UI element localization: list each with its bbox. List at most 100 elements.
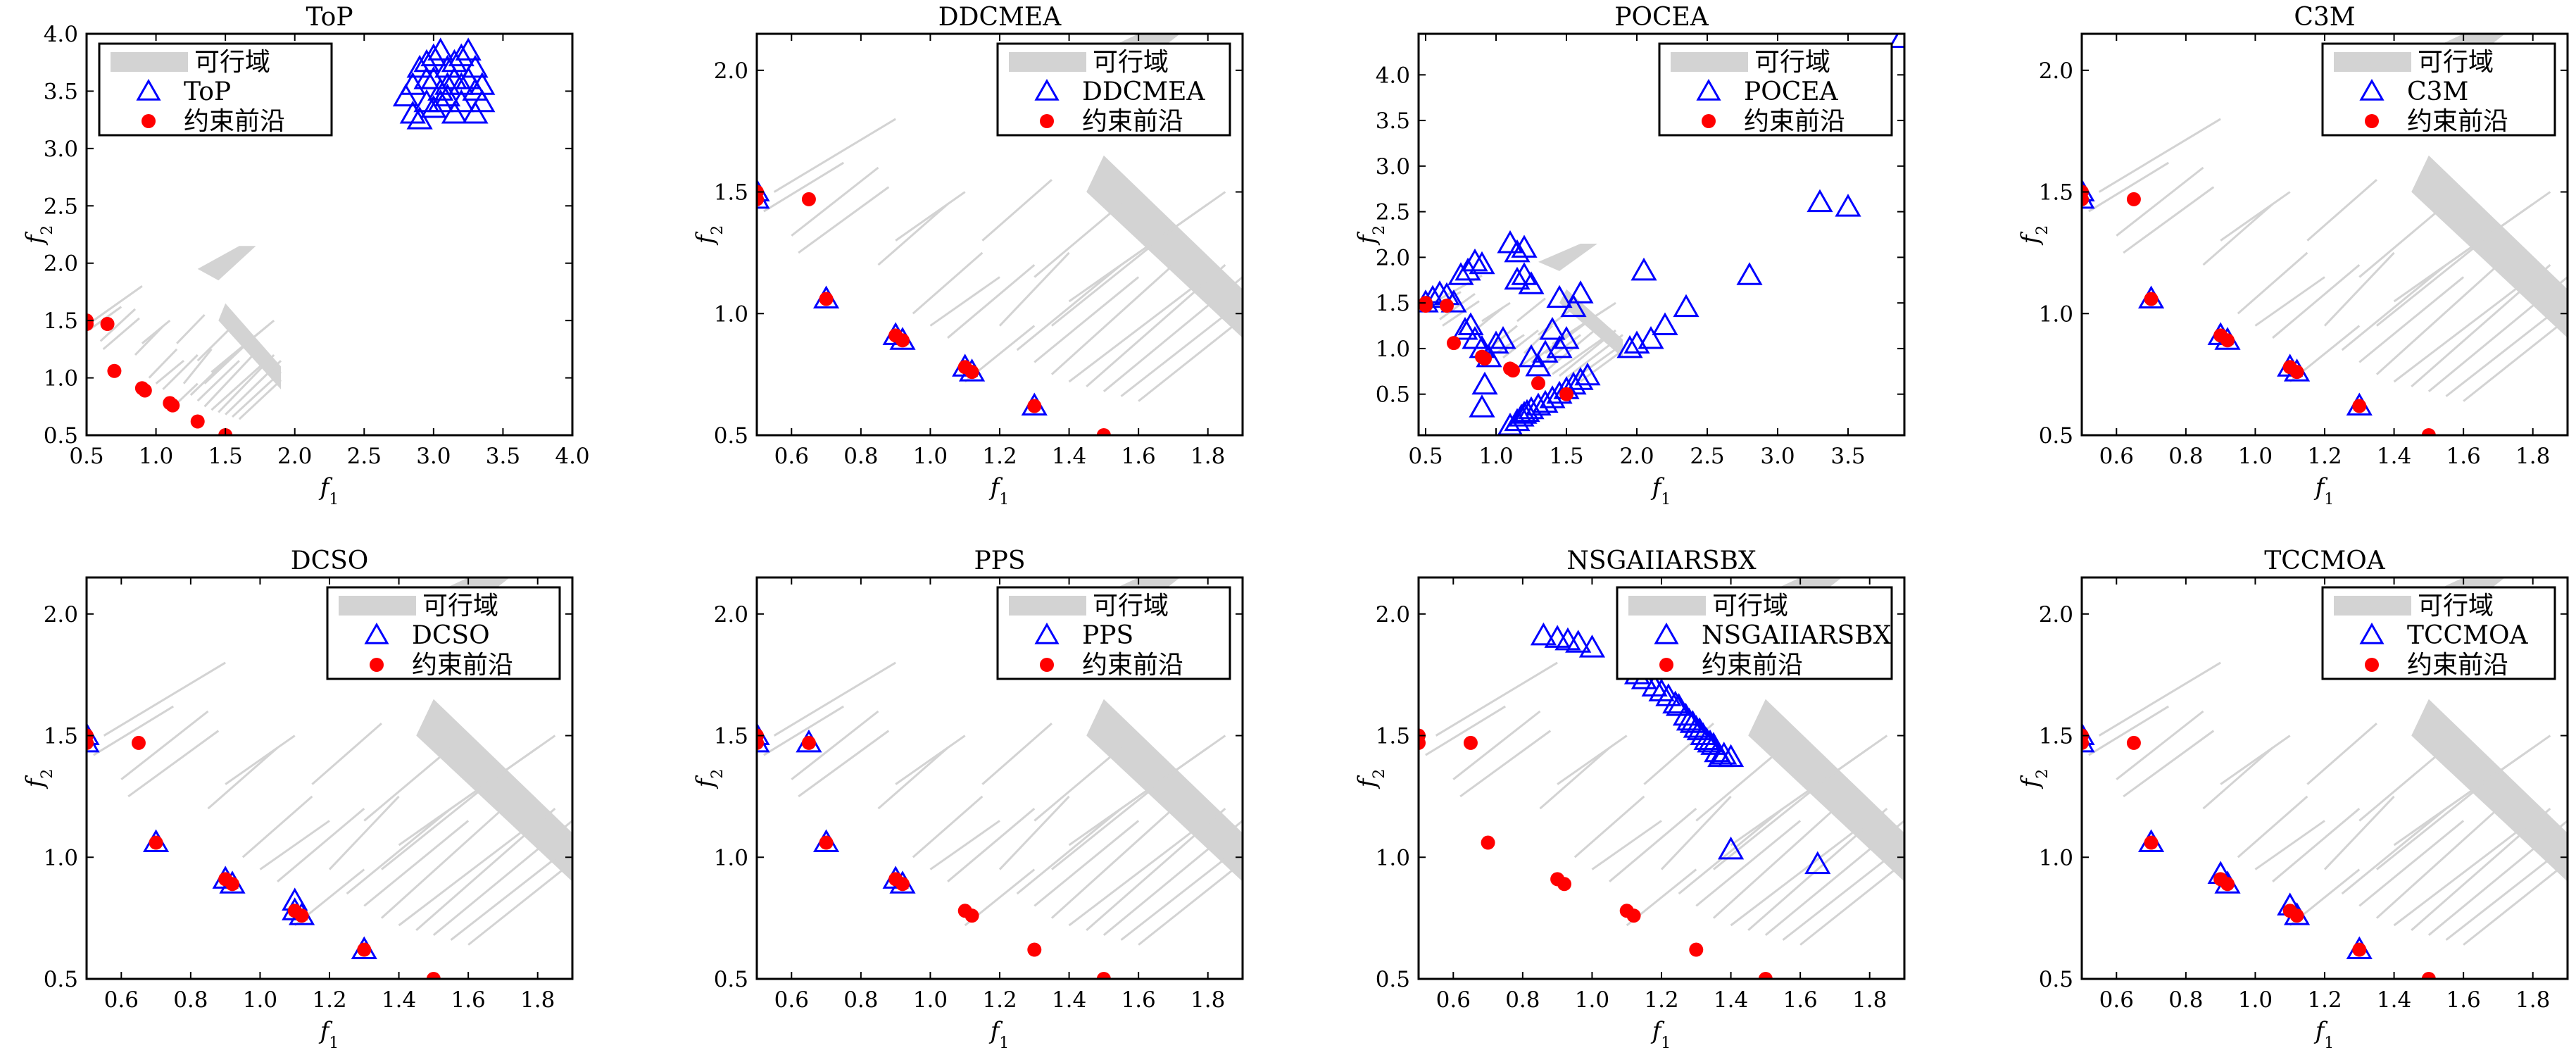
legend-swatch-dot bbox=[1702, 114, 1716, 128]
y-tick-label: 0.5 bbox=[1376, 967, 1410, 992]
feasible-stripe bbox=[141, 319, 171, 344]
feasible-stripe bbox=[346, 808, 452, 895]
y-tick-label: 1.5 bbox=[714, 180, 748, 206]
feasible-stripe bbox=[1559, 329, 1616, 377]
data-point-dot bbox=[2421, 428, 2436, 435]
y-axis-label: f2 bbox=[2016, 225, 2052, 246]
legend-swatch-feasible bbox=[1671, 52, 1748, 72]
y-tick-label: 2.0 bbox=[1376, 245, 1410, 270]
feasible-stripe bbox=[1712, 808, 1836, 919]
data-point-dot bbox=[190, 414, 205, 429]
feasible-stripe bbox=[1425, 705, 1506, 756]
feasible-stripe bbox=[947, 264, 1036, 339]
feasible-stripe bbox=[2272, 808, 2361, 882]
y-tick-label: 2.0 bbox=[714, 602, 748, 627]
x-tick-label: 1.6 bbox=[2446, 444, 2480, 469]
feasible-stripe bbox=[380, 808, 504, 919]
front-points bbox=[1419, 296, 1573, 401]
x-tick-label: 1.0 bbox=[139, 444, 173, 469]
legend-swatch-feasible bbox=[1009, 596, 1086, 616]
data-point-dot bbox=[149, 835, 163, 850]
legend-entry-algorithm: DCSO bbox=[412, 621, 490, 650]
legend-swatch-dot bbox=[2365, 114, 2379, 128]
feasible-stripe bbox=[450, 844, 572, 941]
legend-entry-algorithm: TCCMOA bbox=[2407, 621, 2528, 650]
x-axis-label: f1 bbox=[2313, 473, 2335, 508]
x-tick-label: 0.8 bbox=[2168, 987, 2203, 1013]
legend-entry-feasible: 可行域 bbox=[1093, 48, 1169, 77]
front-points bbox=[757, 728, 1111, 979]
y-tick-label: 3.5 bbox=[1376, 108, 1410, 134]
data-point-dot bbox=[1559, 387, 1573, 401]
feasible-stripe bbox=[1643, 723, 1714, 785]
feasible-stripe bbox=[1764, 820, 1904, 936]
y-axis-label: f2 bbox=[21, 769, 56, 790]
data-point-triangle bbox=[1504, 239, 1531, 263]
data-point-triangle bbox=[1471, 371, 1498, 395]
data-point-dot bbox=[819, 292, 834, 306]
x-tick-label: 1.2 bbox=[312, 987, 346, 1013]
feasible-stripe bbox=[120, 710, 209, 780]
x-tick-label: 1.0 bbox=[913, 987, 948, 1013]
panel-title: NSGAIIARSBX bbox=[1566, 546, 1757, 575]
x-tick-label: 0.6 bbox=[1436, 987, 1471, 1013]
feasible-stripe bbox=[203, 354, 254, 408]
legend-entry-feasible: 可行域 bbox=[1093, 592, 1169, 620]
feasible-stripe bbox=[231, 371, 282, 418]
feasible-stripe bbox=[1591, 820, 1662, 870]
legend-swatch-dot bbox=[2365, 658, 2379, 672]
feasible-stripe bbox=[218, 354, 275, 413]
feasible-stripe bbox=[277, 808, 365, 882]
x-tick-label: 0.5 bbox=[1408, 444, 1443, 469]
feasible-stripe bbox=[1068, 832, 1191, 927]
feasible-stripe bbox=[2411, 735, 2551, 834]
x-tick-label: 0.6 bbox=[774, 987, 809, 1013]
x-tick-label: 1.2 bbox=[2307, 444, 2342, 469]
data-point-triangle bbox=[1578, 635, 1606, 658]
x-tick-label: 0.5 bbox=[69, 444, 103, 469]
y-tick-label: 1.5 bbox=[44, 724, 78, 749]
x-tick-label: 1.5 bbox=[208, 444, 242, 469]
feasible-stripe bbox=[2323, 795, 2395, 870]
algorithm-points bbox=[2082, 178, 2373, 416]
x-tick-label: 0.6 bbox=[2099, 987, 2134, 1013]
feasible-stripe bbox=[2375, 227, 2499, 327]
data-point-triangle bbox=[427, 89, 454, 113]
y-tick-label: 0.5 bbox=[2039, 967, 2073, 992]
x-tick-label: 1.6 bbox=[1121, 987, 1155, 1013]
panel-tccmoa: 0.6 0.8 1.0 1.2 1.4 1.6 1.8 0.5 1.0 1.5 2.0 TCCMOA f… bbox=[2016, 546, 2569, 1052]
legend-box bbox=[996, 42, 1231, 137]
data-point-triangle bbox=[1469, 251, 1495, 275]
feasible-stripe bbox=[155, 359, 184, 385]
legend-entry-front: 约束前沿 bbox=[1744, 107, 1845, 136]
data-point-triangle bbox=[448, 43, 475, 67]
data-point-triangle bbox=[1553, 325, 1580, 349]
data-point-dot bbox=[1419, 299, 1433, 313]
feasible-stripe bbox=[798, 186, 890, 254]
feasible-stripe bbox=[2427, 276, 2568, 392]
x-tick-label: 1.4 bbox=[1052, 987, 1086, 1013]
feasible-stripe bbox=[1502, 329, 1539, 359]
data-point-triangle bbox=[462, 100, 489, 124]
data-point-triangle bbox=[406, 106, 433, 130]
data-point-triangle bbox=[462, 77, 489, 101]
feasible-stripe bbox=[2341, 808, 2447, 895]
x-axis-label: f1 bbox=[1650, 1017, 1671, 1052]
x-tick-label: 1.4 bbox=[1052, 444, 1086, 469]
feasible-stripe bbox=[1799, 861, 1904, 946]
y-tick-label: 1.0 bbox=[2039, 845, 2073, 870]
data-point-dot bbox=[2144, 835, 2159, 850]
x-axis-label: f1 bbox=[988, 473, 1010, 508]
data-point-triangle bbox=[1514, 399, 1540, 423]
data-point-triangle bbox=[434, 72, 461, 95]
data-point-dot bbox=[1096, 428, 1111, 435]
feasible-stripe bbox=[2358, 276, 2465, 363]
x-axis-label: f1 bbox=[1650, 473, 1671, 508]
feasible-stripe bbox=[1086, 264, 1226, 388]
feasible-stripe bbox=[2098, 118, 2221, 193]
data-point-dot bbox=[426, 972, 441, 979]
data-point-triangle bbox=[1616, 335, 1643, 358]
feasible-stripe bbox=[2088, 161, 2169, 213]
